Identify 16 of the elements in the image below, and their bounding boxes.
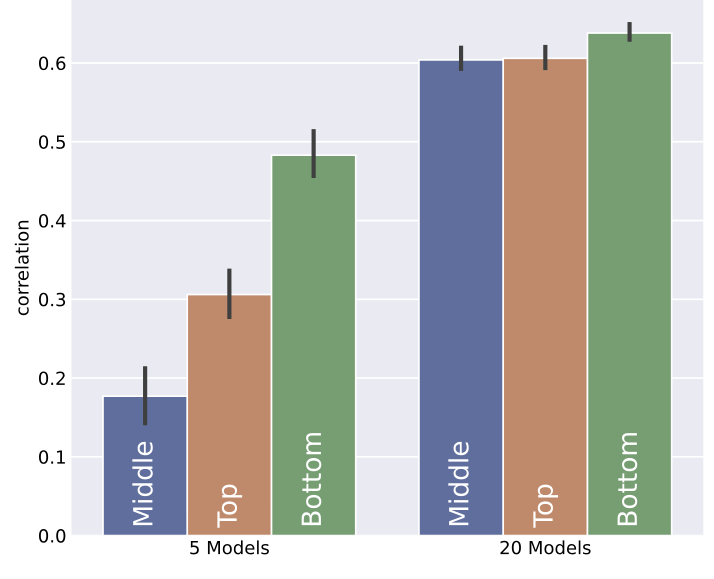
series-label: Bottom: [302, 433, 322, 526]
text: Bottom: [618, 433, 638, 526]
text: Middle: [448, 442, 469, 526]
y-axis-title: correlation: [14, 220, 29, 316]
y-tick-label: 0.3: [39, 292, 66, 306]
y-tick-label: 0.4: [39, 214, 66, 228]
x-tick-label: 5 Models: [190, 540, 269, 554]
y-tick-label: 0.2: [39, 372, 65, 386]
y-tick-label: 0.6: [39, 56, 66, 70]
text: Top: [533, 484, 558, 528]
y-tick-label: 0.1: [39, 450, 65, 464]
y-tick-label: 0.0: [39, 529, 66, 543]
x-tick-label: 20 Models: [500, 540, 591, 554]
series-label: Middle: [132, 442, 153, 526]
series-label: Top: [217, 484, 242, 528]
y-tick-label: 0.5: [39, 135, 65, 149]
